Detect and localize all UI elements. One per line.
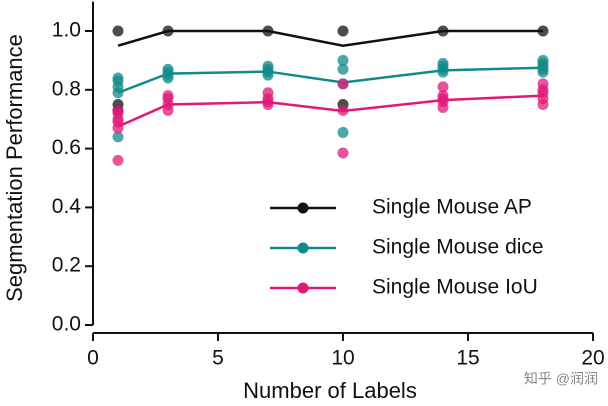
series-line [117,29,543,47]
legend-label: Single Mouse AP [372,196,532,219]
data-point [262,99,274,110]
x-axis-title: Number of Labels [243,378,417,403]
y-tick-label: 1.0 [52,19,81,42]
legend-marker [297,242,309,254]
data-point [337,147,349,159]
data-point [437,66,449,78]
y-axis-title: Segmentation Performance [2,34,27,302]
data-point [162,104,174,116]
legend-marker [297,202,309,214]
data-point [537,99,549,110]
data-point [337,126,349,138]
data-point [112,25,124,37]
x-tick-label: 5 [212,347,224,370]
legend-label: Single Mouse IoU [372,276,538,299]
data-point [437,101,449,113]
data-point [537,66,549,78]
series-line [117,94,544,128]
data-point [337,78,349,90]
y-tick-label: 0.4 [52,195,82,218]
x-tick-label: 10 [331,347,354,370]
x-tick-label: 15 [456,347,479,370]
y-tick-label: 0.2 [52,254,81,277]
legend-marker [297,282,309,294]
series-line [117,66,544,94]
y-tick-label: 0.8 [52,77,81,100]
data-point [337,25,349,37]
x-tick-label: 0 [87,347,99,370]
x-tick-label: 20 [581,347,604,370]
watermark: 知乎 @润润 [524,371,598,387]
y-tick-label: 0.6 [52,136,81,159]
data-point [337,54,349,66]
y-tick-label: 0.0 [52,313,81,336]
data-point [337,63,349,75]
data-point [112,131,124,143]
data-point [437,81,449,93]
legend-label: Single Mouse dice [372,236,544,259]
data-point [112,154,124,166]
